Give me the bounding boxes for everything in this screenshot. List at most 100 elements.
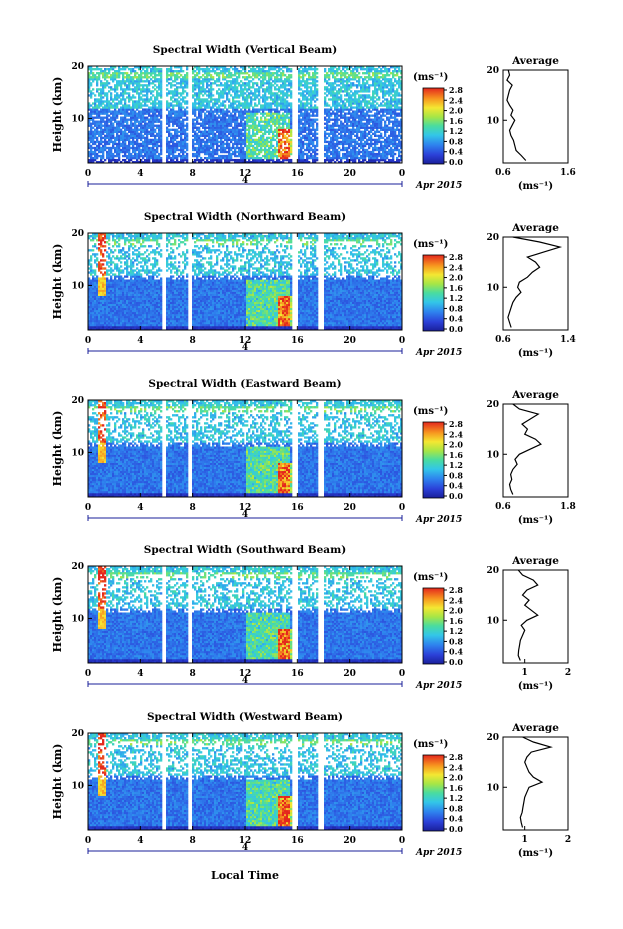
heatmap-cell bbox=[140, 133, 142, 135]
heatmap-cell bbox=[196, 151, 198, 153]
heatmap-cell bbox=[248, 139, 250, 141]
heatmap-cell bbox=[330, 70, 332, 72]
heatmap-cell bbox=[206, 123, 208, 125]
heatmap-cell bbox=[230, 76, 232, 78]
heatmap-cell bbox=[200, 119, 202, 121]
heatmap-cell bbox=[324, 104, 326, 106]
heatmap-cell bbox=[214, 127, 216, 129]
heatmap-cell bbox=[358, 131, 360, 133]
heatmap-cell bbox=[118, 112, 120, 114]
heatmap-cell bbox=[362, 100, 364, 102]
heatmap-cell bbox=[198, 141, 200, 143]
heatmap-cell bbox=[176, 133, 178, 135]
heatmap-cell bbox=[366, 127, 368, 129]
heatmap-cell bbox=[258, 123, 260, 125]
heatmap-cell bbox=[262, 74, 264, 76]
heatmap-cell bbox=[284, 123, 286, 125]
heatmap-cell bbox=[266, 74, 268, 76]
heatmap-cell bbox=[134, 149, 136, 151]
heatmap-cell bbox=[180, 149, 182, 151]
heatmap-cell bbox=[220, 143, 222, 145]
heatmap-cell bbox=[234, 80, 236, 82]
heatmap-cell bbox=[146, 151, 148, 153]
heatmap-cell bbox=[110, 102, 112, 104]
heatmap-cell bbox=[186, 86, 188, 88]
heatmap-cell bbox=[270, 151, 272, 153]
heatmap-cell bbox=[96, 72, 98, 74]
heatmap-cell bbox=[178, 70, 180, 72]
heatmap-cell bbox=[262, 149, 264, 151]
heatmap-cell bbox=[338, 147, 340, 149]
heatmap-cell bbox=[132, 88, 134, 90]
heatmap-cell bbox=[220, 127, 222, 129]
heatmap-cell bbox=[344, 98, 346, 100]
heatmap-cell bbox=[128, 112, 130, 114]
heatmap-cell bbox=[126, 119, 128, 121]
heatmap-cell bbox=[314, 131, 316, 133]
heatmap-cell bbox=[264, 143, 266, 145]
heatmap-cell bbox=[330, 68, 332, 70]
heatmap-cell bbox=[96, 115, 98, 117]
heatmap-cell bbox=[276, 100, 278, 102]
heatmap-cell bbox=[244, 112, 246, 114]
heatmap-cell bbox=[286, 80, 288, 82]
heatmap-cell bbox=[136, 72, 138, 74]
heatmap-cell bbox=[156, 133, 158, 135]
heatmap-cell bbox=[128, 84, 130, 86]
heatmap-cell bbox=[352, 94, 354, 96]
heatmap-cell bbox=[98, 123, 100, 125]
heatmap-cell bbox=[98, 106, 100, 108]
heatmap-cell bbox=[254, 141, 256, 143]
heatmap-cell bbox=[270, 72, 272, 74]
heatmap-cell bbox=[240, 143, 242, 145]
heatmap-cell bbox=[146, 80, 148, 82]
heatmap-cell bbox=[92, 106, 94, 108]
heatmap-cell bbox=[284, 92, 286, 94]
heatmap-cell bbox=[90, 76, 92, 78]
heatmap-cell bbox=[134, 155, 136, 157]
heatmap-cell bbox=[234, 149, 236, 151]
heatmap-cell bbox=[362, 80, 364, 82]
heatmap-cell bbox=[174, 121, 176, 123]
heatmap-cell bbox=[210, 139, 212, 141]
heatmap-cell bbox=[206, 157, 208, 159]
heatmap-cell bbox=[276, 76, 278, 78]
heatmap-cell bbox=[246, 147, 248, 149]
heatmap-cell bbox=[314, 121, 316, 123]
heatmap-cell bbox=[268, 106, 270, 108]
heatmap-cell bbox=[202, 149, 204, 151]
heatmap-cell bbox=[246, 139, 248, 141]
heatmap-cell bbox=[206, 70, 208, 72]
heatmap-cell bbox=[152, 145, 154, 147]
heatmap-cell bbox=[154, 153, 156, 155]
heatmap-cell bbox=[172, 92, 174, 94]
heatmap-cell bbox=[174, 112, 176, 114]
heatmap-cell bbox=[310, 123, 312, 125]
heatmap-cell bbox=[374, 121, 376, 123]
heatmap-cell bbox=[238, 74, 240, 76]
heatmap-cell bbox=[370, 151, 372, 153]
heatmap-cell bbox=[128, 127, 130, 129]
heatmap-cell bbox=[312, 149, 314, 151]
heatmap-cell bbox=[110, 104, 112, 106]
heatmap-cell bbox=[144, 88, 146, 90]
heatmap-cell bbox=[330, 133, 332, 135]
heatmap-cell bbox=[338, 125, 340, 127]
heatmap-cell bbox=[104, 110, 106, 112]
heatmap-cell bbox=[290, 119, 292, 121]
heatmap-cell bbox=[178, 125, 180, 127]
heatmap-cell bbox=[352, 121, 354, 123]
heatmap-cell bbox=[96, 84, 98, 86]
heatmap-cell bbox=[160, 106, 162, 108]
heatmap-cell bbox=[114, 78, 116, 80]
heatmap-cell bbox=[110, 147, 112, 149]
heatmap-cell bbox=[332, 143, 334, 145]
heatmap-cell bbox=[106, 76, 108, 78]
heatmap-cell bbox=[150, 108, 152, 110]
heatmap-cell bbox=[124, 112, 126, 114]
heatmap-cell bbox=[300, 157, 302, 159]
heatmap-cell bbox=[112, 88, 114, 90]
heatmap-cell bbox=[286, 104, 288, 106]
heatmap-cell bbox=[354, 115, 356, 117]
heatmap-cell bbox=[204, 115, 206, 117]
